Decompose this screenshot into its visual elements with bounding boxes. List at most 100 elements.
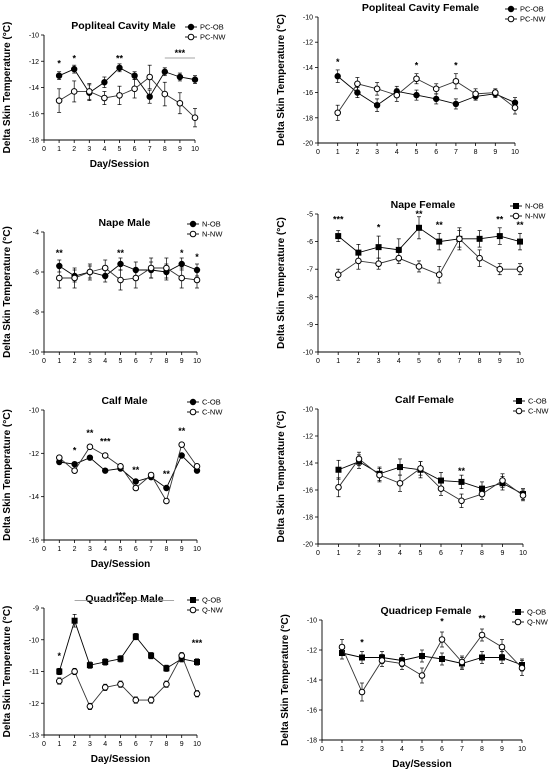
legend-marker <box>513 202 520 209</box>
x-tick-label: 4 <box>397 358 401 365</box>
legend-entry: Q-OB <box>187 596 221 605</box>
legend-label: Q-NW <box>527 618 549 627</box>
data-point <box>71 274 78 282</box>
data-point <box>452 77 460 85</box>
data-point <box>178 260 185 268</box>
y-tick-label: -16 <box>29 538 39 545</box>
legend-entry: N-NW <box>510 212 546 221</box>
x-tick-label: 0 <box>316 358 320 365</box>
x-tick-label: 10 <box>191 146 199 153</box>
data-point <box>70 65 78 73</box>
data-point <box>191 76 199 83</box>
chart-title: Popliteal Cavity Female <box>362 2 479 14</box>
x-tick-label: 5 <box>419 550 423 557</box>
significance-marker: * <box>360 638 364 648</box>
data-point <box>131 85 138 93</box>
legend-marker <box>514 618 522 626</box>
x-tick-label: 7 <box>149 741 153 748</box>
x-tick-label: 5 <box>119 358 123 365</box>
significance-marker: *** <box>100 437 111 447</box>
x-tick-label: 8 <box>163 146 167 153</box>
y-tick-label: -5 <box>307 212 313 219</box>
data-point <box>178 652 185 659</box>
x-tick-label: 3 <box>88 546 92 553</box>
x-tick-label: 5 <box>118 146 122 153</box>
data-point <box>86 662 93 669</box>
y-tick-label: -10 <box>303 15 313 22</box>
x-tick-label: 1 <box>336 149 340 156</box>
x-tick-label: 3 <box>87 146 91 153</box>
data-point <box>71 617 78 624</box>
data-point <box>458 497 465 505</box>
x-tick-label: 6 <box>439 550 443 557</box>
data-point <box>116 64 123 72</box>
x-tick-label: 3 <box>378 550 382 557</box>
y-tick-label: -12 <box>303 434 313 441</box>
data-point <box>376 471 383 479</box>
x-tick-label: 7 <box>454 149 458 156</box>
significance-marker: *** <box>175 48 186 58</box>
x-tick-label: 2 <box>357 550 361 557</box>
y-axis-label: Delta Skin Temperature (°C) <box>276 14 287 146</box>
y-tick-label: -11 <box>29 669 39 676</box>
y-tick-label: -18 <box>307 738 317 745</box>
data-point <box>335 466 342 473</box>
significance-marker: * <box>72 53 76 63</box>
chart-panel: Calf Female -10 -12 -14 -16 -18 -200 1 2 3 4 5 6 7 8 9 1… <box>276 394 549 557</box>
x-axis-label: Day/Session <box>392 759 451 770</box>
data-point <box>438 656 445 663</box>
x-tick-label: 4 <box>103 358 107 365</box>
legend-entry: Q-NW <box>187 606 224 615</box>
x-tick-label: 7 <box>460 746 464 753</box>
y-tick-label: -14 <box>29 494 39 501</box>
data-point <box>519 492 527 499</box>
data-point <box>56 454 63 461</box>
data-point <box>102 658 109 665</box>
x-tick-label: 9 <box>180 358 184 365</box>
y-tick-label: -20 <box>303 141 313 148</box>
data-point <box>176 73 184 81</box>
y-tick-label: -10 <box>29 350 39 357</box>
data-point <box>355 455 363 463</box>
x-tick-label: 10 <box>516 358 524 365</box>
data-point <box>335 233 342 240</box>
data-point <box>413 91 420 99</box>
significance-marker: ** <box>436 220 444 230</box>
x-tick-label: 5 <box>417 358 421 365</box>
data-point <box>86 703 94 710</box>
data-point <box>478 631 486 639</box>
chart-title: Calf Female <box>395 394 454 406</box>
data-point <box>86 88 93 95</box>
x-tick-label: 6 <box>434 149 438 156</box>
legend-label: PC-OB <box>200 23 224 32</box>
significance-marker: * <box>336 57 340 67</box>
data-point <box>478 654 485 661</box>
y-tick-label: -12 <box>29 59 39 66</box>
x-tick-label: 2 <box>73 546 77 553</box>
y-axis-label: Delta Skin Temperature (°C) <box>2 226 13 358</box>
x-axis-label: Day/Session <box>91 559 150 570</box>
x-tick-label: 6 <box>133 146 137 153</box>
x-tick-label: 1 <box>57 546 61 553</box>
data-point <box>432 85 440 93</box>
data-point <box>86 443 94 451</box>
x-tick-label: 6 <box>134 358 138 365</box>
x-tick-label: 7 <box>460 550 464 557</box>
x-tick-label: 0 <box>316 149 320 156</box>
data-point <box>398 660 406 667</box>
y-tick-label: -20 <box>303 542 313 549</box>
legend-marker <box>512 212 520 220</box>
data-point <box>163 264 170 272</box>
x-tick-label: 9 <box>498 358 502 365</box>
legend-entry: PC-NW <box>185 33 226 42</box>
y-tick-label: -12 <box>29 701 39 708</box>
y-tick-label: -10 <box>29 408 39 415</box>
x-tick-label: 3 <box>377 358 381 365</box>
y-tick-label: -4 <box>33 230 39 237</box>
legend-marker <box>187 33 195 41</box>
data-point <box>396 464 403 471</box>
x-tick-label: 0 <box>42 741 46 748</box>
legend-label: C-NW <box>528 407 549 416</box>
data-point <box>472 90 479 98</box>
legend-label: Q-OB <box>202 596 221 605</box>
